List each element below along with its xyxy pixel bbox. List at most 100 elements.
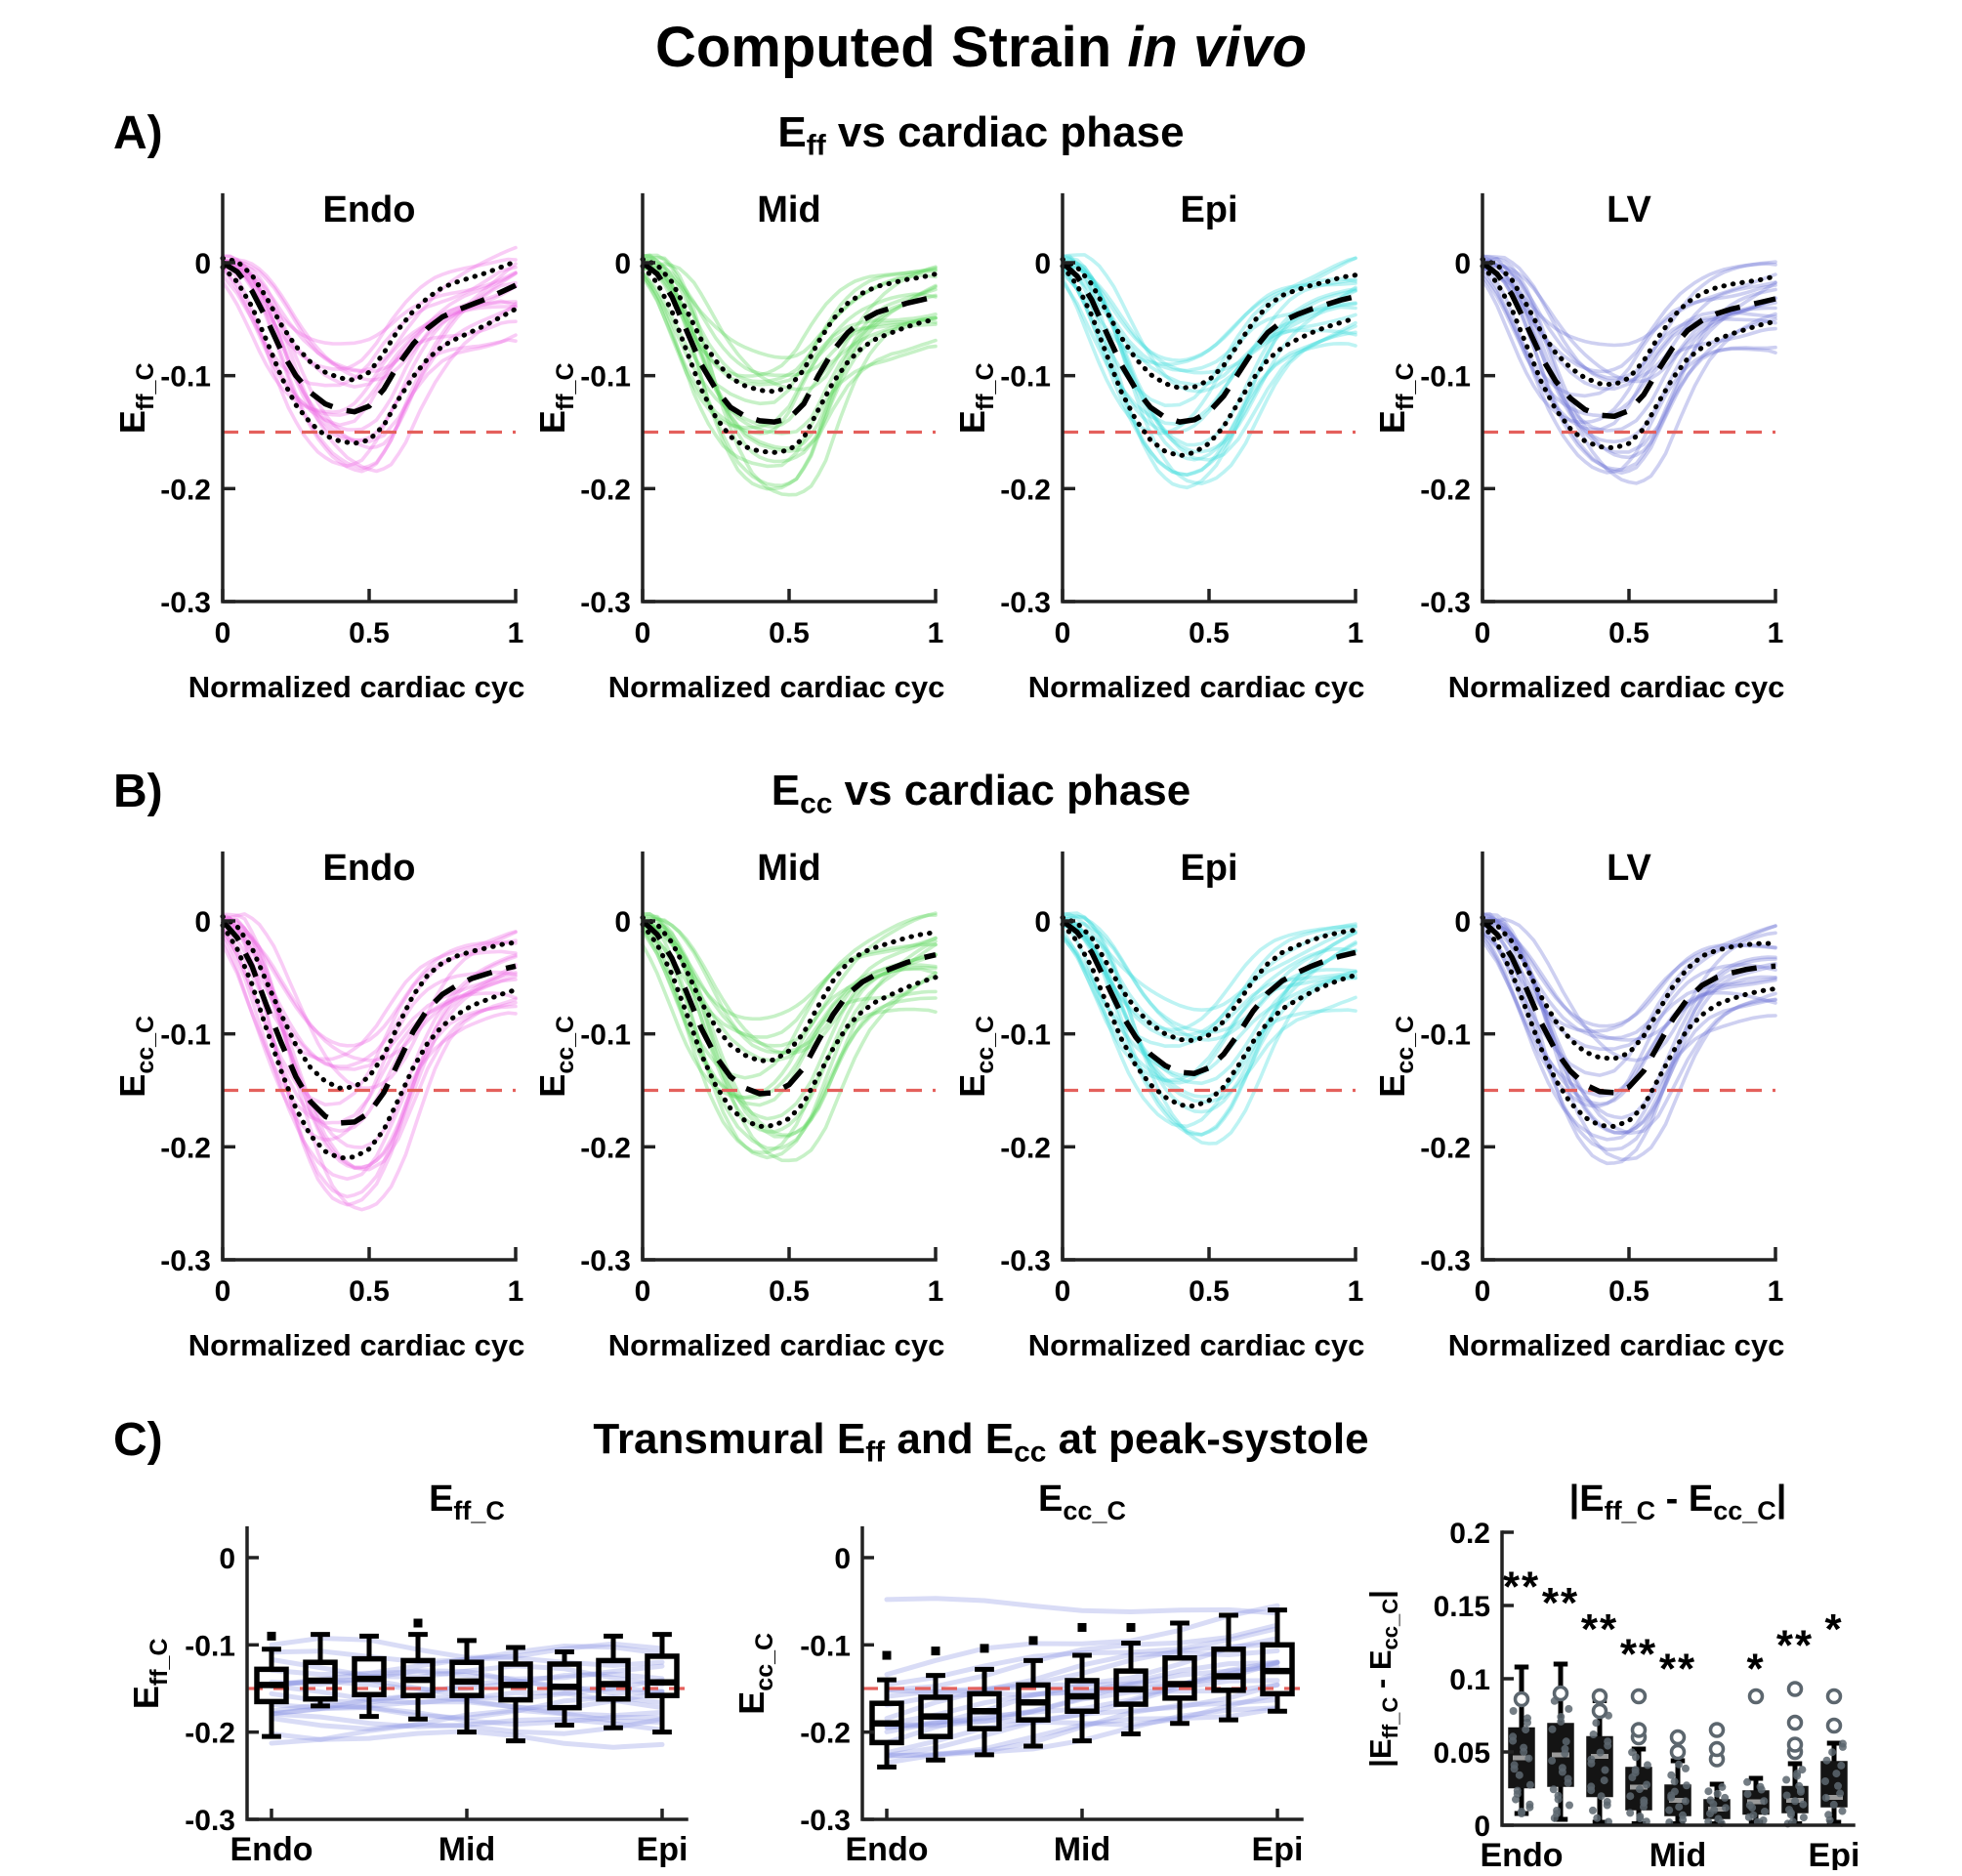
trace-line [641, 910, 938, 1048]
panel-c-title-sub2: cc [1014, 1436, 1047, 1469]
trace-line [1061, 252, 1357, 394]
panel-c-title-part2: and E [885, 1414, 1015, 1463]
data-point [1565, 1704, 1573, 1713]
trace-line [221, 257, 518, 382]
data-point [1838, 1807, 1847, 1815]
trace-line [641, 918, 938, 1021]
summary-lines [640, 914, 939, 1129]
y-axis-label: Eff_C [532, 362, 579, 434]
y-tick-label: 0 [614, 906, 631, 938]
panel-b-title-sub: cc [800, 787, 833, 820]
upper-sd-line [640, 256, 939, 395]
trace-line [1061, 914, 1357, 1146]
y-tick-label: -0.3 [1420, 1245, 1471, 1277]
axes [860, 1525, 1304, 1821]
data-point [1640, 1802, 1648, 1811]
y-tick-label: -0.2 [160, 474, 211, 506]
data-point [1597, 1791, 1606, 1800]
data-point [1760, 1796, 1769, 1805]
y-axis-label: Ecc_C [1372, 1016, 1419, 1098]
category-label: Endo [1481, 1837, 1564, 1870]
panel-b-title-base: E [771, 766, 801, 814]
data-point [1793, 1769, 1802, 1777]
axes [1481, 851, 1777, 1262]
panel-a-title-base: E [777, 107, 807, 156]
boxplot [1260, 1606, 1295, 1714]
boxplots [254, 1618, 680, 1743]
outlier-square [1077, 1622, 1087, 1632]
x-tick-label: 0 [215, 1275, 231, 1308]
boxplot [1508, 1664, 1535, 1817]
upper-sd-line [220, 255, 519, 383]
trace-line [641, 271, 938, 430]
boxplot [449, 1638, 484, 1734]
trace-line [641, 267, 938, 450]
trace-line [221, 257, 518, 371]
upper-sd-line [1480, 256, 1778, 388]
trace-line [221, 267, 518, 473]
outlier-square [931, 1646, 940, 1655]
subplot-title: Epi [1180, 189, 1237, 230]
y-tick-label: 0.15 [1434, 1591, 1490, 1623]
data-point [1631, 1765, 1640, 1773]
trace-line [641, 912, 938, 1039]
trace-line [1481, 938, 1777, 1098]
panel-b-title: Ecc vs cardiac phase [0, 767, 1962, 820]
y-tick-label: -0.1 [160, 360, 211, 393]
outlier-circle [1825, 1717, 1843, 1733]
trace-line [641, 925, 938, 1150]
panel-c-charts: 0 -0.1 -0.2 -0.3 Endo Mid Epi Eff_C Eff_C 0 -0.1 -0… [0, 1472, 1962, 1870]
outlier-square [980, 1644, 989, 1653]
outlier-circle [1591, 1702, 1608, 1719]
boxplot [967, 1644, 1002, 1758]
summary-lines [640, 256, 939, 455]
data-point [1525, 1800, 1534, 1809]
y-tick-label: -0.2 [185, 1717, 235, 1749]
data-point [1824, 1810, 1833, 1818]
panel-a-label: A) [113, 106, 163, 159]
data-point [1786, 1808, 1795, 1816]
subject-line [884, 1622, 1280, 1692]
y-tick-label: 0 [1474, 1811, 1490, 1843]
boxplot [1703, 1721, 1731, 1827]
data-point [1522, 1725, 1530, 1733]
boxplot [254, 1631, 289, 1739]
trace-lines [1481, 911, 1777, 1165]
trace-line [1481, 931, 1777, 1142]
data-point [1520, 1743, 1528, 1752]
data-point [1640, 1796, 1649, 1805]
data-point [1706, 1796, 1715, 1805]
y-tick-label: -0.1 [800, 1630, 851, 1662]
data-point [1587, 1782, 1596, 1791]
boxplot [1016, 1636, 1051, 1749]
data-point [1557, 1712, 1565, 1721]
category-label: Mid [1649, 1837, 1707, 1870]
category-label: Endo [230, 1831, 313, 1868]
y-axis-label: Eff_C [112, 362, 159, 434]
trace-line [1481, 266, 1777, 347]
axes [221, 192, 518, 604]
significance-marker: ** [1542, 1579, 1579, 1627]
axes [1500, 1529, 1856, 1827]
y-axis-label: Eff_C [952, 362, 999, 434]
panel-a-title: Eff vs cardiac phase [0, 108, 1962, 162]
trace-line [1481, 277, 1777, 424]
subject-line [884, 1603, 1280, 1677]
trace-line [641, 942, 938, 1100]
boxplot [303, 1631, 338, 1709]
data-point [1596, 1748, 1605, 1757]
x-tick-label: 0 [635, 617, 651, 649]
y-tick-label: -0.2 [580, 474, 631, 506]
data-point [1604, 1736, 1612, 1745]
data-point [1635, 1784, 1644, 1793]
boxplot [1625, 1688, 1652, 1826]
y-tick-label: -0.1 [160, 1019, 211, 1051]
data-point [1834, 1781, 1842, 1790]
trace-line [641, 921, 938, 1137]
y-tick-label: -0.2 [800, 1717, 851, 1749]
lower-sd-line [1480, 921, 1778, 1129]
boxplot [1781, 1680, 1809, 1828]
figure-title-italic: in vivo [1127, 16, 1308, 79]
